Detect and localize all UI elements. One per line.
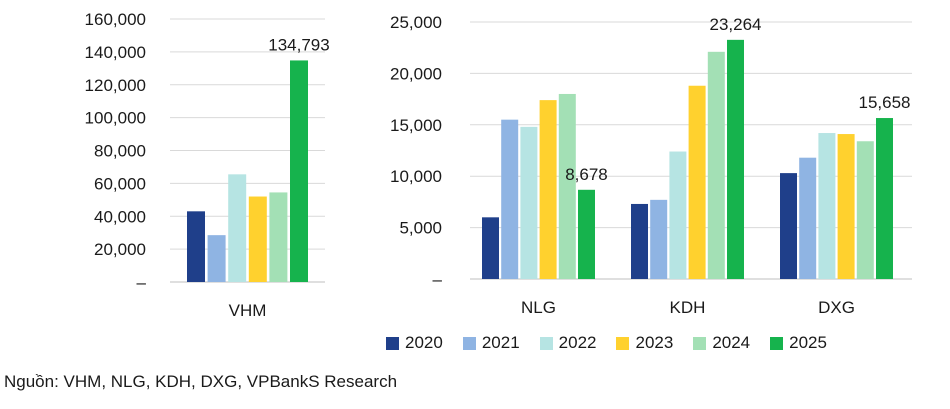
legend-label: 2024 [712,333,751,352]
legend-item-2022: 2022 [539,333,597,353]
bar-dxg-2025 [876,118,893,279]
legend-label: 2022 [558,333,597,352]
y-tick-label: 40,000 [94,207,146,226]
legend-item-2021: 2021 [462,333,520,353]
y-tick-label: 100,000 [85,109,146,128]
bar-nlg-2025 [578,189,595,279]
y-tick-label: 20,000 [390,64,442,83]
legend-label: 2023 [635,333,674,352]
y-tick-label: 120,000 [85,76,146,95]
bar-dxg-2020 [780,173,797,279]
bar-vhm-2024 [269,192,288,282]
chart-legend: 2020 2021 2022 2023 2024 2025 [386,333,827,353]
category-label: VHM [229,301,267,320]
legend-item-2023: 2023 [616,333,673,353]
y-tick-label: 60,000 [94,174,146,193]
y-tick-label: 80,000 [94,142,146,161]
legend-label: 2020 [405,333,443,352]
y-tick-label: 160,000 [85,10,146,29]
bar-dxg-2021 [799,157,817,279]
bar-vhm-2022 [228,174,247,282]
bar-vhm-2020 [187,211,205,282]
bar-vhm-2023 [248,196,267,282]
legend-swatch [693,336,707,350]
category-label: NLG [521,298,556,317]
source-note: Nguồn: VHM, NLG, KDH, DXG, VPBankS Resea… [4,372,398,391]
category-label: KDH [670,298,706,317]
bar-nlg-2022 [520,126,538,279]
bar-dxg-2024 [856,141,874,279]
bar-kdh-2021 [650,199,668,279]
legend-swatch [462,336,476,350]
y-tick-label: – [433,270,443,289]
category-label: DXG [818,298,855,317]
data-label: 8,678 [565,165,608,184]
legend-label: 2021 [481,333,520,352]
legend-item-2020: 2020 [386,333,443,353]
bar-dxg-2022 [818,133,836,279]
legend-item-2025: 2025 [770,333,827,353]
data-label: 15,658 [859,93,911,112]
data-label: 23,264 [710,15,762,34]
bar-nlg-2023 [539,100,557,280]
bar-kdh-2020 [631,203,648,279]
y-tick-label: 10,000 [390,167,442,186]
y-tick-label: 25,000 [390,13,442,32]
bar-vhm-2025 [290,60,308,282]
legend-swatch [386,336,399,350]
y-tick-label: – [137,273,147,292]
bar-kdh-2023 [688,85,706,280]
legend-item-2024: 2024 [693,333,750,353]
bar-vhm-2021 [207,235,226,282]
y-tick-label: 20,000 [94,240,146,259]
y-tick-label: 5,000 [399,219,442,238]
bar-dxg-2023 [837,134,855,279]
data-label: 134,793 [268,35,329,54]
legend-swatch [539,336,553,350]
bar-kdh-2024 [707,51,725,280]
bar-nlg-2020 [482,217,499,279]
y-tick-label: 15,000 [390,116,442,135]
bar-kdh-2025 [727,39,744,279]
bar-nlg-2024 [558,93,576,280]
bar-nlg-2021 [501,119,519,279]
legend-swatch [770,336,784,350]
y-tick-label: 140,000 [85,43,146,62]
bar-kdh-2022 [669,151,687,279]
legend-label: 2025 [789,333,827,352]
legend-swatch [616,336,630,350]
